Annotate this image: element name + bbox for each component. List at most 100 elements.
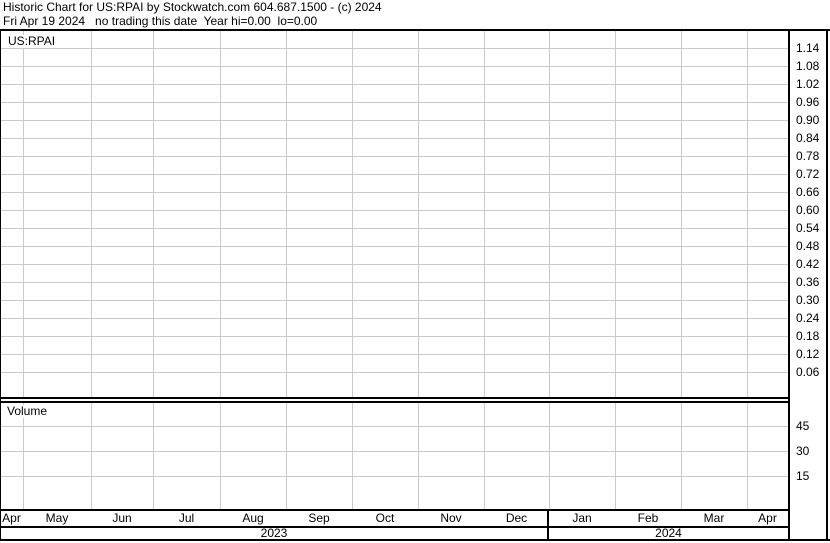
volume-grid-vline (153, 403, 154, 509)
month-label: Feb (637, 511, 659, 525)
price-grid-vline (23, 31, 24, 397)
volume-grid-vline (418, 403, 419, 509)
chart-status-line: Fri Apr 19 2024 no trading this date Yea… (3, 14, 318, 28)
volume-grid-vline (484, 403, 485, 509)
price-grid-hline (1, 372, 788, 373)
price-grid-vline (352, 31, 353, 397)
price-grid-vline (747, 31, 748, 397)
year-label: 2024 (655, 526, 682, 540)
price-tick-label: 0.06 (796, 365, 820, 379)
month-label: Jan (572, 511, 592, 525)
volume-grid-vline (549, 403, 550, 509)
volume-grid-hline (1, 476, 788, 477)
price-grid-vline (286, 31, 287, 397)
month-label: Apr (758, 511, 777, 525)
price-pane-bottom-border (0, 397, 789, 399)
price-grid-hline (1, 48, 788, 49)
volume-grid-vline (615, 403, 616, 509)
price-tick-label: 0.60 (796, 203, 820, 217)
volume-grid-vline (286, 403, 287, 509)
price-tick-label: 0.66 (796, 185, 820, 199)
month-label: Dec (505, 511, 528, 525)
price-grid-hline (1, 336, 788, 337)
price-tick-label: 0.30 (796, 293, 820, 307)
volume-grid-vline (23, 403, 24, 509)
price-tick-label: 0.12 (796, 347, 820, 361)
price-grid-hline (1, 174, 788, 175)
volume-grid-vline (747, 403, 748, 509)
price-grid-hline (1, 246, 788, 247)
symbol-label: US:RPAI (6, 34, 58, 48)
month-label: Sep (308, 511, 330, 525)
month-label: Apr (2, 511, 21, 525)
price-tick-label: 0.42 (796, 257, 820, 271)
price-tick-label: 0.36 (796, 275, 820, 289)
price-grid-hline (1, 318, 788, 319)
price-tick-label: 0.18 (796, 329, 820, 343)
month-label: Aug (242, 511, 264, 525)
price-tick-label: 0.48 (796, 239, 820, 253)
month-label: Jun (112, 511, 132, 525)
price-grid-hline (1, 84, 788, 85)
month-label: Oct (375, 511, 395, 525)
year-divider-line (547, 511, 549, 539)
price-grid-hline (1, 354, 788, 355)
price-grid-hline (1, 120, 788, 121)
price-grid-hline (1, 210, 788, 211)
price-grid-vline (681, 31, 682, 397)
year-label: 2023 (260, 526, 288, 540)
price-grid-hline (1, 66, 788, 67)
month-label: Jul (178, 511, 195, 525)
month-label: Mar (703, 511, 725, 525)
price-grid-vline (549, 31, 550, 397)
price-grid-hline (1, 264, 788, 265)
volume-tick-label: 45 (796, 419, 810, 433)
volume-pane-bottom-border (0, 509, 789, 511)
price-grid-vline (91, 31, 92, 397)
chart-title: Historic Chart for US:RPAI by Stockwatch… (3, 0, 382, 14)
price-tick-label: 0.84 (796, 131, 820, 145)
volume-grid-hline (1, 426, 788, 427)
volume-grid-hline (1, 451, 788, 452)
price-tick-label: 0.72 (796, 167, 820, 181)
price-grid-hline (1, 300, 788, 301)
month-label: May (45, 511, 69, 525)
month-year-divider-line (0, 526, 789, 528)
price-grid-vline (153, 31, 154, 397)
bottom-border (0, 539, 830, 541)
volume-pane-top-border (0, 401, 789, 403)
price-tick-label: 1.08 (796, 59, 820, 73)
price-grid-vline (484, 31, 485, 397)
volume-label: Volume (5, 404, 50, 418)
month-label: Nov (440, 511, 462, 525)
price-grid-hline (1, 102, 788, 103)
price-grid-hline (1, 138, 788, 139)
price-tick-label: 0.24 (796, 311, 820, 325)
price-tick-label: 0.54 (796, 221, 820, 235)
axis-column-left-border (788, 31, 790, 541)
price-grid-hline (1, 228, 788, 229)
price-tick-label: 0.96 (796, 95, 820, 109)
volume-grid-vline (91, 403, 92, 509)
price-grid-hline (1, 156, 788, 157)
header-divider-line (0, 29, 830, 31)
chart-left-border (0, 31, 1, 541)
price-tick-label: 0.90 (796, 113, 820, 127)
price-grid-hline (1, 282, 788, 283)
volume-grid-vline (681, 403, 682, 509)
volume-grid-vline (220, 403, 221, 509)
price-grid-vline (418, 31, 419, 397)
price-tick-label: 1.02 (796, 77, 820, 91)
price-tick-label: 1.14 (796, 41, 820, 55)
price-grid-vline (615, 31, 616, 397)
price-grid-vline (220, 31, 221, 397)
price-tick-label: 0.78 (796, 149, 820, 163)
axis-column-right-border (826, 31, 828, 541)
volume-tick-label: 15 (796, 469, 810, 483)
price-grid-hline (1, 192, 788, 193)
price-pane (1, 31, 788, 397)
volume-pane (1, 403, 788, 509)
volume-grid-vline (352, 403, 353, 509)
volume-tick-label: 30 (796, 444, 810, 458)
